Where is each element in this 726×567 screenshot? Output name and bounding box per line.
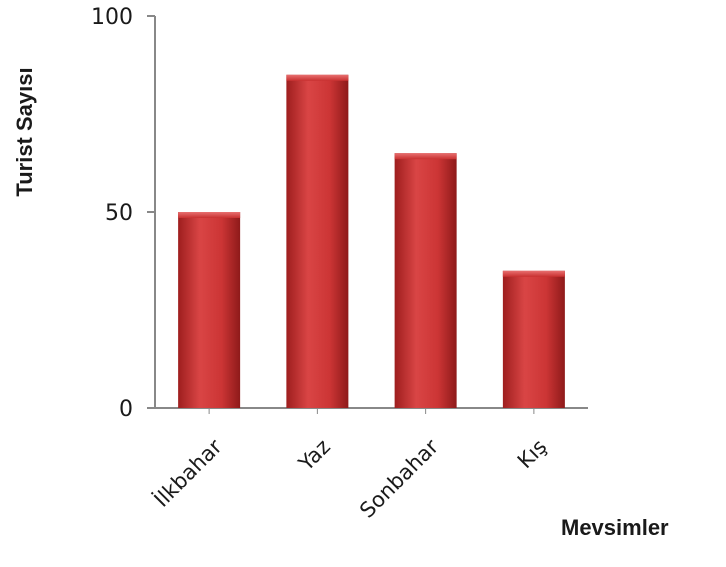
x-tick-labels: İlkbahar Yaz Sonbahar Kış	[149, 434, 552, 523]
x-tick-label: Kış	[513, 435, 552, 474]
bar	[502, 270, 565, 408]
x-tick-label: İlkbahar	[149, 434, 227, 512]
bar-top-highlight	[394, 153, 457, 160]
y-tick-label: 0	[119, 397, 133, 422]
x-axis	[155, 407, 588, 414]
bar	[286, 74, 349, 409]
y-axis: 0 50 100	[91, 5, 156, 422]
x-tick-label: Yaz	[293, 435, 335, 477]
bar-top-highlight	[178, 212, 241, 218]
bars	[178, 74, 565, 409]
x-tick-label: Sonbahar	[355, 434, 443, 522]
bar-top-highlight	[286, 74, 349, 81]
y-tick-label: 50	[105, 201, 133, 226]
x-axis-title: Mevsimler	[561, 515, 669, 540]
y-tick-label: 100	[91, 5, 133, 30]
bar-top-highlight	[502, 270, 565, 277]
bar	[178, 212, 241, 408]
y-axis-title: Turist Sayısı	[12, 67, 37, 196]
bar	[394, 153, 457, 408]
